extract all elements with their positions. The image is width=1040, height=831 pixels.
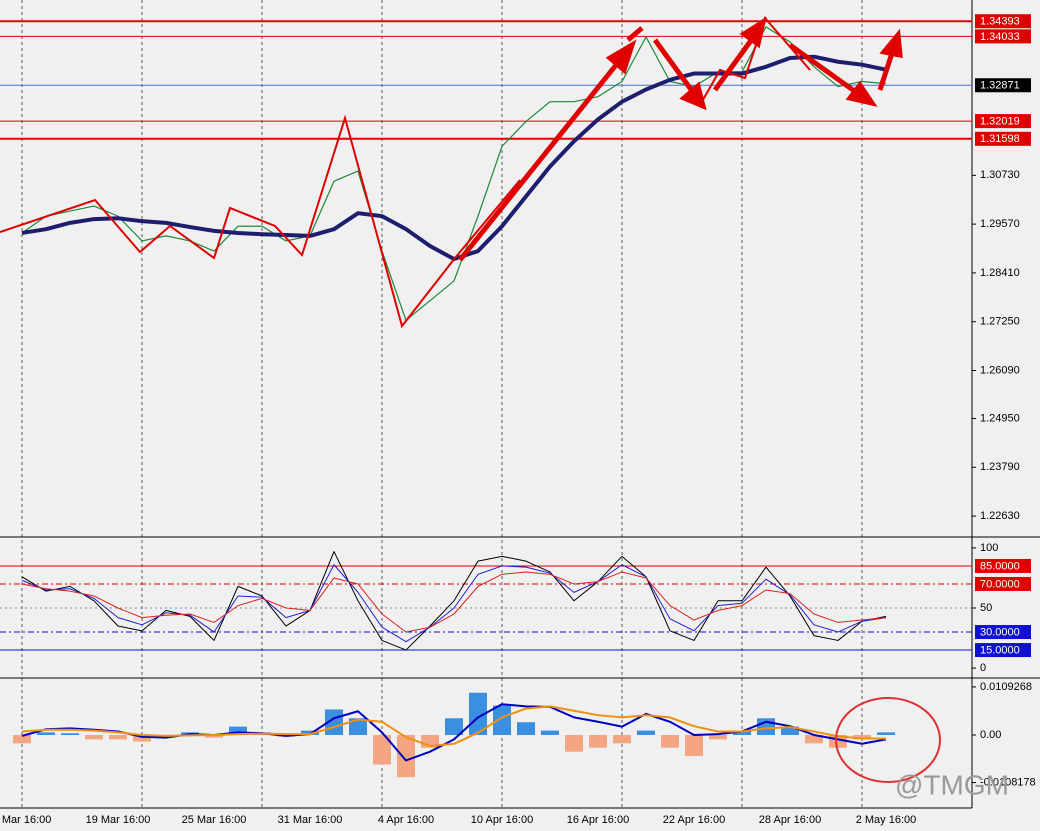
x-tick-label: 10 Apr 16:00 — [471, 814, 533, 826]
y-tick-label: 0.0109268 — [980, 681, 1032, 693]
level-label: 1.34393 — [980, 16, 1020, 28]
v-grid — [21, 0, 863, 808]
x-tick-label: 2 May 16:00 — [856, 814, 917, 826]
y-tick-label: 50 — [980, 602, 992, 614]
histogram-bar — [661, 734, 679, 748]
x-tick-label: 19 Mar 16:00 — [86, 814, 151, 826]
y-tick-label: -0.0108178 — [980, 776, 1036, 788]
level-label-box — [975, 625, 1031, 640]
x-tick-label: 4 Apr 16:00 — [378, 814, 434, 826]
histogram-bar — [757, 718, 775, 735]
level-label-box — [975, 558, 1031, 573]
histogram-bar — [469, 692, 487, 735]
histogram-bar — [517, 722, 535, 735]
series-line — [21, 571, 887, 633]
level-label: 1.31598 — [980, 133, 1020, 145]
level-label-box — [975, 131, 1031, 146]
y-tick-label: 1.29570 — [980, 218, 1020, 230]
histogram-bar — [109, 734, 127, 740]
histogram-bar — [781, 726, 799, 735]
level-label: 1.32871 — [980, 80, 1020, 92]
level-label: 15.0000 — [980, 644, 1020, 656]
histogram-bar — [805, 734, 823, 744]
histogram-bar — [205, 734, 223, 738]
highlight-circle — [835, 697, 941, 783]
histogram-bar — [685, 734, 703, 757]
y-tick-label: 1.27250 — [980, 316, 1020, 328]
histogram-bar — [373, 734, 391, 765]
histogram-bar — [61, 733, 79, 735]
plot-layers: 1.22630 1.23790 1.24950 1.26090 1.27250 1.284… — [0, 14, 1036, 826]
histogram-bar — [613, 734, 631, 744]
level-label-box — [975, 29, 1031, 44]
panel-frames — [0, 0, 1040, 809]
level-label-box — [975, 114, 1031, 129]
histogram-bar — [637, 730, 655, 735]
level-label-box — [975, 643, 1031, 658]
level-label: 70.0000 — [980, 578, 1020, 590]
histogram-bar — [133, 734, 151, 742]
watermark: @TMGM — [895, 769, 1009, 800]
histogram-bar — [85, 734, 103, 740]
x-tick-label: 16 Apr 16:00 — [567, 814, 629, 826]
y-tick-label: 1.24950 — [980, 412, 1020, 424]
level-label-box — [975, 576, 1031, 591]
x-tick-label: 22 Apr 16:00 — [663, 814, 725, 826]
histogram-bar — [37, 732, 55, 735]
histogram-bar — [301, 730, 319, 735]
level-label: 30.0000 — [980, 626, 1020, 638]
x-tick-label: 28 Apr 16:00 — [759, 814, 821, 826]
x-tick-label: 3 Mar 16:00 — [0, 814, 51, 826]
y-tick-label: 1.26090 — [980, 364, 1020, 376]
histogram-bar — [541, 730, 559, 735]
histogram-bar — [13, 734, 31, 744]
level-label: 1.32019 — [980, 116, 1020, 128]
series-line — [21, 551, 887, 651]
y-tick-label: 0 — [980, 662, 986, 674]
zigzag — [0, 16, 811, 329]
histogram-bar — [349, 718, 367, 735]
histogram-bar — [589, 734, 607, 748]
level-label-box — [975, 14, 1031, 29]
y-tick-label: 1.28410 — [980, 267, 1020, 279]
level-label: 1.34033 — [980, 31, 1020, 43]
histogram-bar — [853, 734, 871, 740]
trend-arrows — [458, 16, 903, 262]
level-label-box — [975, 78, 1031, 93]
histogram-bar — [229, 726, 247, 735]
series-line — [21, 564, 887, 643]
histogram-bar — [493, 705, 511, 735]
histogram-bar — [397, 734, 415, 778]
level-label: 85.0000 — [980, 560, 1020, 572]
histogram-bar — [733, 730, 751, 735]
y-tick-label: 1.23790 — [980, 461, 1020, 473]
x-tick-label: 31 Mar 16:00 — [278, 814, 343, 826]
histogram-bar — [565, 734, 583, 752]
y-tick-label: 1.22630 — [980, 510, 1020, 522]
y-tick-label: 1.30730 — [980, 169, 1020, 181]
histogram-bar — [709, 734, 727, 740]
y-tick-label: 100 — [980, 542, 998, 554]
y-tick-label: 0.00 — [980, 729, 1001, 741]
x-tick-label: 25 Mar 16:00 — [182, 814, 247, 826]
histogram-bar — [445, 718, 463, 735]
histogram-bar — [877, 732, 895, 735]
series-line — [21, 705, 886, 747]
